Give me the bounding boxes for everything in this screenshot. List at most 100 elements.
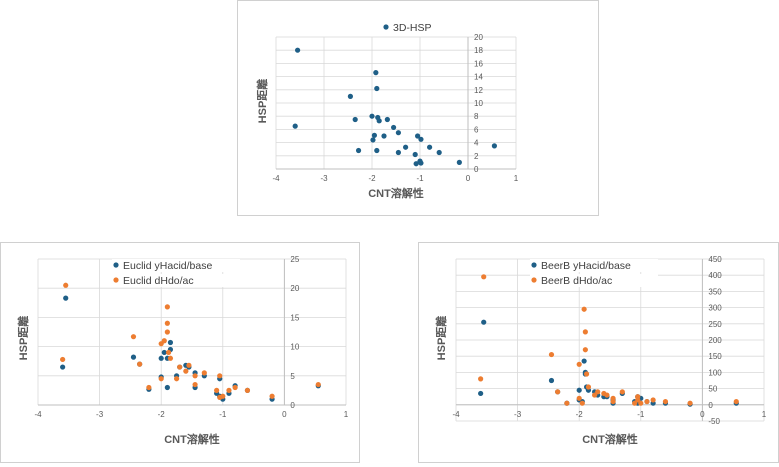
y-tick-label: 50 bbox=[708, 385, 717, 394]
plot-area: 0 5 10 15 20 25 -4 -3 -2 -1 0 1 bbox=[34, 255, 348, 419]
x-tick-label: -3 bbox=[514, 410, 522, 419]
data-point bbox=[63, 295, 69, 301]
y-tick-label: 10 bbox=[474, 99, 483, 108]
x-tick-label: 0 bbox=[700, 410, 705, 419]
data-point bbox=[548, 377, 555, 384]
data-point bbox=[374, 85, 380, 92]
data-point bbox=[619, 389, 625, 395]
data-point bbox=[292, 123, 298, 129]
data-point bbox=[662, 398, 669, 405]
y-tick-label: 350 bbox=[708, 287, 722, 296]
data-point bbox=[374, 147, 380, 154]
y-tick-label: 250 bbox=[708, 320, 722, 329]
y-tick-label: 12 bbox=[474, 86, 483, 95]
data-point bbox=[192, 381, 198, 388]
data-point bbox=[576, 387, 582, 393]
data-point bbox=[183, 368, 189, 374]
chart-panel-beerb: -50 0 50 100 150 200 250 300 350 400 450 -4 -3 -2 -1 0 1… bbox=[418, 242, 779, 463]
data-point bbox=[687, 400, 693, 406]
chart-panel-euclid: 0 5 10 15 20 25 -4 -3 -2 -1 0 1 Euclid yHacid/base Eu… bbox=[0, 242, 360, 463]
data-point bbox=[214, 387, 220, 393]
legend-marker bbox=[113, 277, 119, 283]
x-tick-label: -2 bbox=[158, 410, 166, 419]
x-tick-label: -2 bbox=[576, 410, 584, 419]
data-point bbox=[370, 137, 376, 143]
y-tick-label: 10 bbox=[290, 343, 299, 352]
x-tick-label: -1 bbox=[416, 174, 424, 183]
data-point bbox=[481, 274, 487, 280]
data-point bbox=[60, 364, 66, 370]
y-tick-label: 20 bbox=[290, 284, 299, 293]
data-point bbox=[63, 282, 69, 288]
data-point bbox=[413, 161, 419, 167]
data-point bbox=[604, 392, 610, 398]
x-tick-label: 0 bbox=[282, 410, 287, 419]
data-point bbox=[295, 47, 301, 53]
data-point bbox=[581, 306, 587, 312]
data-point bbox=[412, 151, 418, 158]
data-point bbox=[371, 132, 377, 138]
data-point bbox=[635, 394, 641, 400]
legend-bg bbox=[530, 274, 658, 287]
data-point bbox=[167, 339, 174, 346]
y-tick-label: 18 bbox=[474, 46, 483, 55]
x-tick-label: 1 bbox=[762, 410, 767, 419]
y-tick-label: 0 bbox=[290, 401, 295, 410]
y-tick-label: 5 bbox=[290, 372, 295, 381]
data-point bbox=[381, 133, 387, 139]
data-point bbox=[644, 398, 650, 405]
series-1 bbox=[478, 274, 739, 406]
y-tick-label: 20 bbox=[474, 33, 483, 42]
data-point bbox=[478, 390, 484, 397]
y-tick-label: 15 bbox=[290, 313, 299, 322]
legend-label: Euclid yHacid/base bbox=[123, 260, 212, 272]
x-axis-title: CNT溶解性 bbox=[582, 432, 638, 446]
data-point bbox=[165, 349, 172, 356]
y-tick-label: 0 bbox=[708, 401, 713, 410]
data-point bbox=[130, 354, 137, 360]
legend-marker bbox=[531, 262, 537, 268]
data-point bbox=[418, 136, 424, 142]
x-axis-title: CNT溶解性 bbox=[368, 186, 424, 200]
data-point bbox=[638, 400, 644, 406]
data-point bbox=[581, 358, 587, 364]
data-point bbox=[576, 395, 582, 401]
y-tick-label: 0 bbox=[474, 165, 479, 174]
chart-panel-3d-hsp: 0 2 4 6 8 10 12 14 16 18 20 -4 -3 -2 -1 0 1 3D-HSP CNT溶解性 H… bbox=[237, 0, 599, 216]
data-point bbox=[415, 133, 421, 139]
y-axis-title: HSP距離 bbox=[16, 316, 30, 361]
data-point bbox=[582, 347, 588, 353]
data-point bbox=[315, 381, 321, 388]
data-point bbox=[158, 355, 164, 361]
data-point bbox=[161, 338, 167, 344]
data-point bbox=[579, 400, 585, 406]
y-tick-label: 200 bbox=[708, 336, 722, 345]
data-point bbox=[186, 362, 192, 368]
plot-area: 0 2 4 6 8 10 12 14 16 18 20 -4 -3 -2 -1 0 1 bbox=[272, 33, 518, 183]
data-point bbox=[164, 329, 170, 335]
data-point bbox=[481, 319, 487, 325]
data-point bbox=[146, 384, 152, 391]
x-tick-label: -3 bbox=[96, 410, 104, 419]
data-point bbox=[192, 373, 198, 379]
data-point bbox=[217, 373, 223, 379]
data-point bbox=[244, 387, 251, 393]
y-tick-label: 400 bbox=[708, 271, 722, 280]
y-tick-label: 6 bbox=[474, 125, 479, 134]
data-point bbox=[582, 329, 588, 335]
data-point bbox=[352, 116, 358, 123]
data-point bbox=[548, 351, 555, 358]
y-axis-title: HSP距離 bbox=[255, 79, 269, 124]
legend-label: 3D-HSP bbox=[393, 22, 432, 34]
chart-3d-hsp: 0 2 4 6 8 10 12 14 16 18 20 -4 -3 -2 -1 0 1 3D-HSP CNT溶解性 H… bbox=[255, 21, 519, 200]
data-point bbox=[733, 398, 739, 405]
data-point bbox=[164, 384, 170, 391]
y-tick-label: 25 bbox=[290, 255, 299, 264]
data-point bbox=[369, 113, 375, 119]
data-point bbox=[137, 361, 143, 367]
x-tick-label: -4 bbox=[452, 410, 460, 419]
series-0 bbox=[292, 47, 497, 167]
x-axis-title: CNT溶解性 bbox=[164, 432, 220, 446]
x-tick-label: -2 bbox=[368, 174, 376, 183]
